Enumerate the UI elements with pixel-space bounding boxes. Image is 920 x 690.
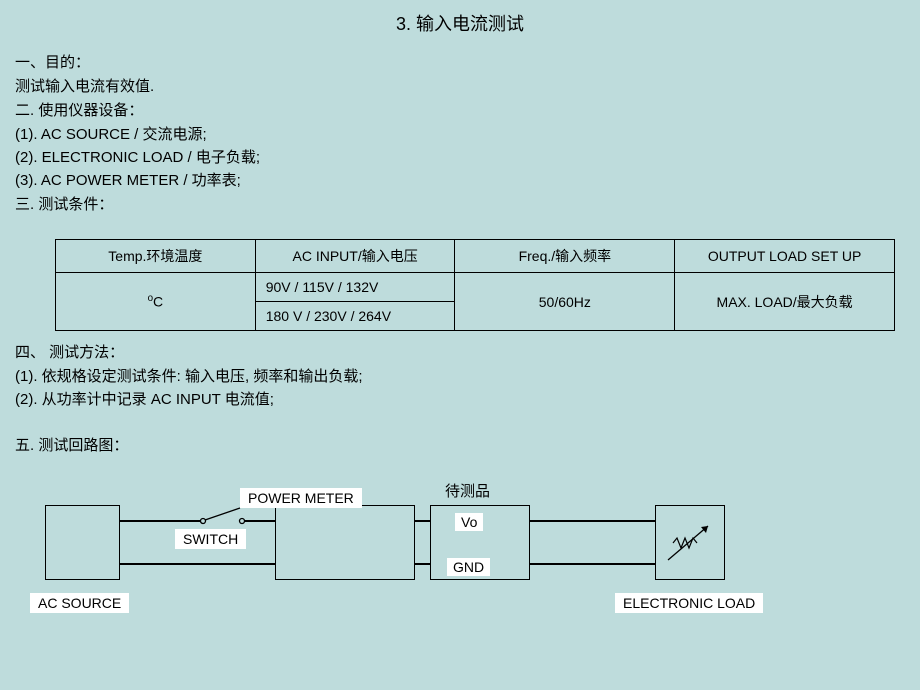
table-header-acinput: AC INPUT/输入电压 [255, 240, 455, 273]
table-header-temp: Temp.环境温度 [56, 240, 256, 273]
section4-header: 四、 测试方法： [15, 341, 905, 362]
table-header-row: Temp.环境温度 AC INPUT/输入电压 Freq./输入频率 OUTPU… [56, 240, 895, 273]
page-title: 3. 输入电流测试 [15, 10, 905, 36]
gnd-label: GND [447, 558, 490, 576]
section1-header: 一、目的： [15, 51, 905, 72]
section3-header: 三. 测试条件： [15, 193, 905, 214]
eload-label: ELECTRONIC LOAD [615, 593, 763, 613]
variable-load-icon [663, 518, 718, 568]
wire [415, 563, 430, 565]
section5-header: 五. 测试回路图： [15, 434, 905, 455]
table-data-row1: oC 90V / 115V / 132V 50/60Hz MAX. LOAD/最… [56, 273, 895, 302]
circuit-diagram: AC SOURCE SWITCH POWER METER 待测品 Vo GND … [15, 470, 905, 650]
table-cell-freq: 50/60Hz [455, 273, 675, 331]
section2-header: 二. 使用仪器设备： [15, 99, 905, 120]
ac-source-label: AC SOURCE [30, 593, 129, 613]
wire [245, 520, 275, 522]
dut-label: 待测品 [445, 480, 490, 501]
power-meter-box [275, 505, 415, 580]
wire [530, 520, 655, 522]
conditions-table: Temp.环境温度 AC INPUT/输入电压 Freq./输入频率 OUTPU… [55, 239, 895, 331]
table-cell-voltage1: 90V / 115V / 132V [255, 273, 455, 302]
section4-item1: (1). 依规格设定测试条件: 输入电压, 频率和输出负载; [15, 365, 905, 386]
section2-item1: (1). AC SOURCE / 交流电源; [15, 123, 905, 144]
section1-body: 测试输入电流有效值. [15, 75, 905, 96]
wire [120, 563, 275, 565]
table-cell-temp: oC [56, 273, 256, 331]
switch-icon [200, 505, 245, 525]
vo-label: Vo [455, 513, 483, 531]
table-header-freq: Freq./输入频率 [455, 240, 675, 273]
table-cell-voltage2: 180 V / 230V / 264V [255, 302, 455, 331]
power-meter-label: POWER METER [240, 488, 362, 508]
table-cell-load: MAX. LOAD/最大负载 [675, 273, 895, 331]
table-header-output: OUTPUT LOAD SET UP [675, 240, 895, 273]
section2-item3: (3). AC POWER METER / 功率表; [15, 169, 905, 190]
wire [415, 520, 430, 522]
section4-item2: (2). 从功率计中记录 AC INPUT 电流值; [15, 388, 905, 409]
switch-label: SWITCH [175, 529, 246, 549]
wire [530, 563, 655, 565]
ac-source-box [45, 505, 120, 580]
section2-item2: (2). ELECTRONIC LOAD / 电子负载; [15, 146, 905, 167]
wire [120, 520, 200, 522]
